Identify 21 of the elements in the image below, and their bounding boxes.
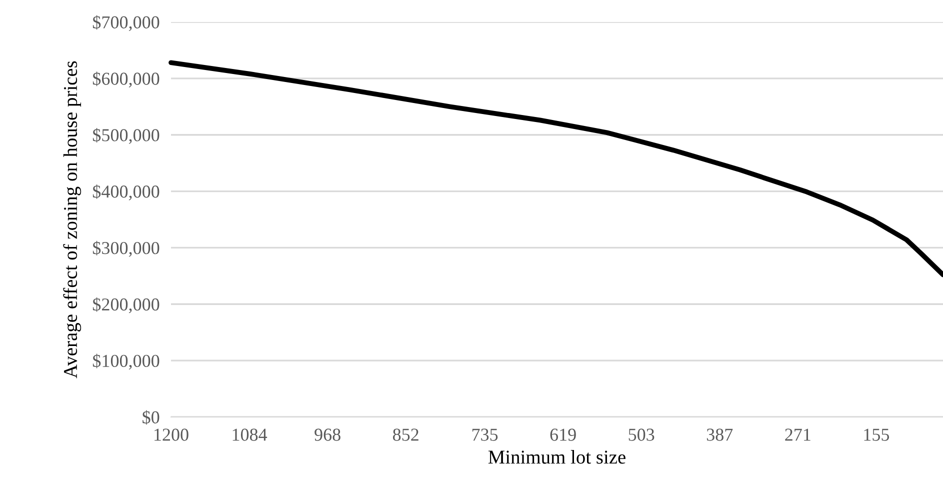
- y-tick-label: $600,000: [92, 72, 160, 88]
- y-tick-label: $0: [142, 410, 160, 425]
- x-tick-label: 735: [472, 428, 498, 441]
- x-tick-label: 503: [628, 428, 654, 441]
- x-tick-label: 619: [550, 428, 576, 441]
- x-tick-label: 387: [706, 428, 733, 441]
- x-axis-title: Minimum lot size: [488, 450, 626, 464]
- y-axis-title: Average effect of zoning on house prices: [63, 61, 82, 378]
- x-tick-label: 1084: [232, 428, 268, 441]
- x-tick-label: 1200: [154, 428, 188, 441]
- x-tick-label: 852: [392, 428, 418, 441]
- y-tick-label: $200,000: [92, 297, 160, 314]
- x-tick-label: 271: [785, 428, 810, 441]
- y-tick-label: $100,000: [92, 354, 160, 370]
- x-tick-label: 968: [314, 428, 340, 441]
- x-tick-label: 155: [864, 428, 890, 441]
- line-series: [168, 60, 943, 278]
- y-tick-label: $500,000: [92, 128, 160, 144]
- y-tick-label: $400,000: [92, 184, 160, 200]
- y-tick-label: $300,000: [92, 240, 160, 257]
- y-tick-label: $700,000: [92, 15, 160, 32]
